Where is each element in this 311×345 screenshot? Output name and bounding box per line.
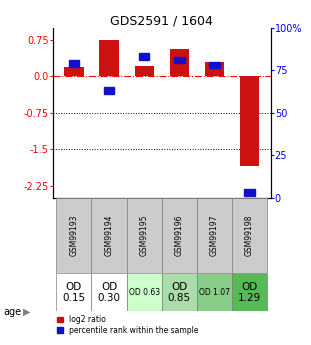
Bar [162,274,197,311]
Bar [91,198,127,274]
Text: ▶: ▶ [23,307,31,317]
Bar [91,274,127,311]
Bar [232,198,267,274]
Bar [232,274,267,311]
Text: GSM99193: GSM99193 [69,215,78,256]
Text: GSM99194: GSM99194 [104,215,114,256]
Bar [244,189,255,196]
Bar [104,87,114,94]
Bar [205,62,224,76]
Title: GDS2591 / 1604: GDS2591 / 1604 [110,14,213,28]
Bar [134,66,154,76]
Bar [139,53,150,60]
Text: age: age [3,307,21,317]
Bar [127,274,162,311]
Text: GSM99197: GSM99197 [210,215,219,256]
Text: OD 1.07: OD 1.07 [199,288,230,297]
Bar [240,76,259,166]
Text: OD 0.63: OD 0.63 [129,288,160,297]
Bar [174,57,185,63]
Bar [56,274,91,311]
Bar [169,49,189,76]
Legend: log2 ratio, percentile rank within the sample: log2 ratio, percentile rank within the s… [57,315,198,335]
Text: GSM99198: GSM99198 [245,215,254,256]
Text: GSM99196: GSM99196 [175,215,184,256]
Text: OD
0.15: OD 0.15 [63,282,86,303]
Bar [100,40,119,76]
Text: GSM99195: GSM99195 [140,215,149,256]
Bar [162,198,197,274]
Bar [197,198,232,274]
Bar [127,198,162,274]
Bar [209,62,220,68]
Bar [69,60,79,67]
Bar [197,274,232,311]
Bar [64,68,84,76]
Text: OD
0.30: OD 0.30 [98,282,121,303]
Text: OD
1.29: OD 1.29 [238,282,261,303]
Bar [56,198,91,274]
Text: OD
0.85: OD 0.85 [168,282,191,303]
